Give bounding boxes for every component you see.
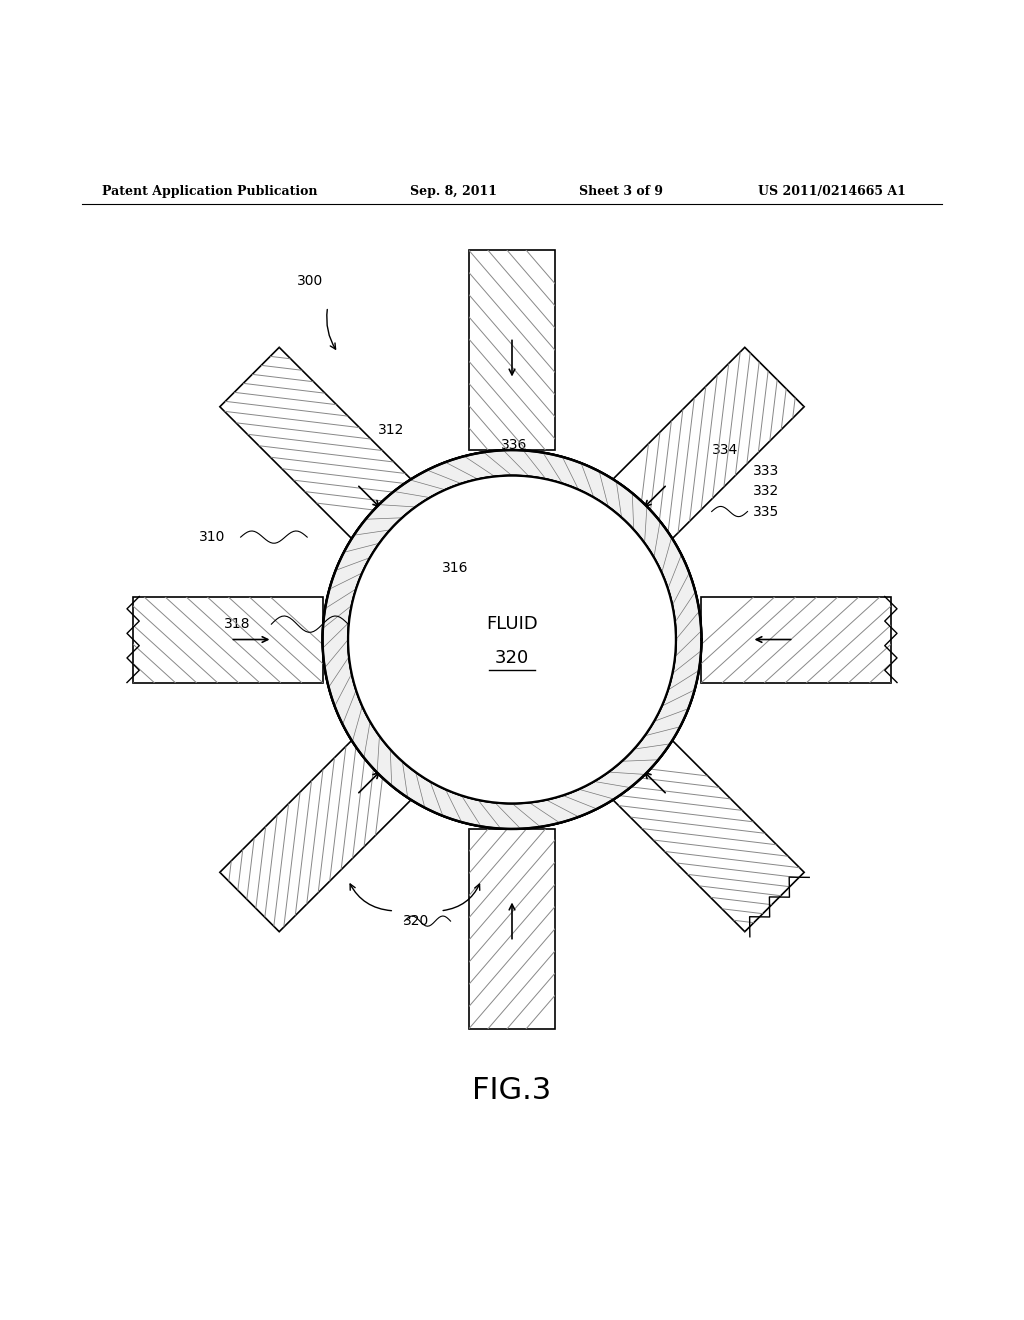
Polygon shape: [220, 347, 417, 544]
Text: Sep. 8, 2011: Sep. 8, 2011: [410, 185, 497, 198]
Text: 318: 318: [224, 618, 251, 631]
Polygon shape: [701, 597, 891, 682]
Text: 332: 332: [753, 484, 779, 498]
Text: 333: 333: [753, 463, 779, 478]
Polygon shape: [607, 347, 804, 544]
Polygon shape: [220, 735, 417, 932]
Text: 316: 316: [442, 561, 469, 574]
Text: 320: 320: [402, 915, 429, 928]
Polygon shape: [469, 829, 555, 1028]
Polygon shape: [607, 735, 804, 932]
Text: FIG.3: FIG.3: [472, 1076, 552, 1105]
Text: FLUID: FLUID: [486, 615, 538, 634]
Circle shape: [348, 475, 676, 804]
Text: 320: 320: [495, 649, 529, 667]
Text: 334: 334: [712, 444, 738, 457]
Text: Patent Application Publication: Patent Application Publication: [102, 185, 317, 198]
Text: 336: 336: [501, 438, 527, 451]
Polygon shape: [469, 251, 555, 450]
Text: 312: 312: [378, 422, 404, 437]
Text: 310: 310: [199, 531, 225, 544]
Text: US 2011/0214665 A1: US 2011/0214665 A1: [758, 185, 905, 198]
Text: 335: 335: [753, 504, 779, 519]
Text: Sheet 3 of 9: Sheet 3 of 9: [579, 185, 663, 198]
Circle shape: [348, 475, 676, 804]
Text: 300: 300: [297, 275, 324, 288]
Polygon shape: [133, 597, 323, 682]
